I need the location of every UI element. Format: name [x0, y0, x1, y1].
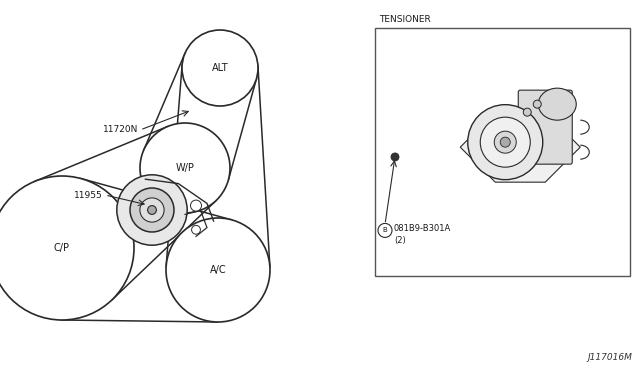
- Circle shape: [533, 100, 541, 108]
- Text: TENSIONER: TENSIONER: [379, 15, 431, 24]
- Text: A/C: A/C: [210, 265, 227, 275]
- Circle shape: [140, 198, 164, 222]
- Circle shape: [191, 225, 200, 234]
- Circle shape: [148, 206, 156, 214]
- Circle shape: [166, 218, 270, 322]
- Text: 081B9-B301A: 081B9-B301A: [394, 224, 451, 233]
- Text: W/P: W/P: [175, 163, 195, 173]
- Circle shape: [378, 224, 392, 237]
- Circle shape: [130, 188, 174, 232]
- Text: ALT: ALT: [212, 63, 228, 73]
- Text: 11720N: 11720N: [102, 125, 138, 135]
- Circle shape: [0, 176, 134, 320]
- Polygon shape: [460, 112, 580, 182]
- Text: J117016M: J117016M: [587, 353, 632, 362]
- Circle shape: [191, 200, 202, 211]
- Bar: [375, 28, 630, 276]
- Ellipse shape: [468, 105, 543, 180]
- Circle shape: [182, 30, 258, 106]
- Ellipse shape: [538, 88, 576, 120]
- Text: B: B: [383, 227, 387, 233]
- Circle shape: [391, 153, 399, 161]
- Ellipse shape: [494, 131, 516, 153]
- Text: (2): (2): [394, 236, 406, 245]
- Circle shape: [500, 137, 510, 147]
- Circle shape: [524, 108, 531, 116]
- Text: C/P: C/P: [54, 243, 70, 253]
- Circle shape: [116, 175, 187, 245]
- Circle shape: [140, 123, 230, 213]
- Text: 11955: 11955: [74, 190, 103, 199]
- FancyBboxPatch shape: [518, 90, 572, 164]
- Ellipse shape: [480, 117, 531, 167]
